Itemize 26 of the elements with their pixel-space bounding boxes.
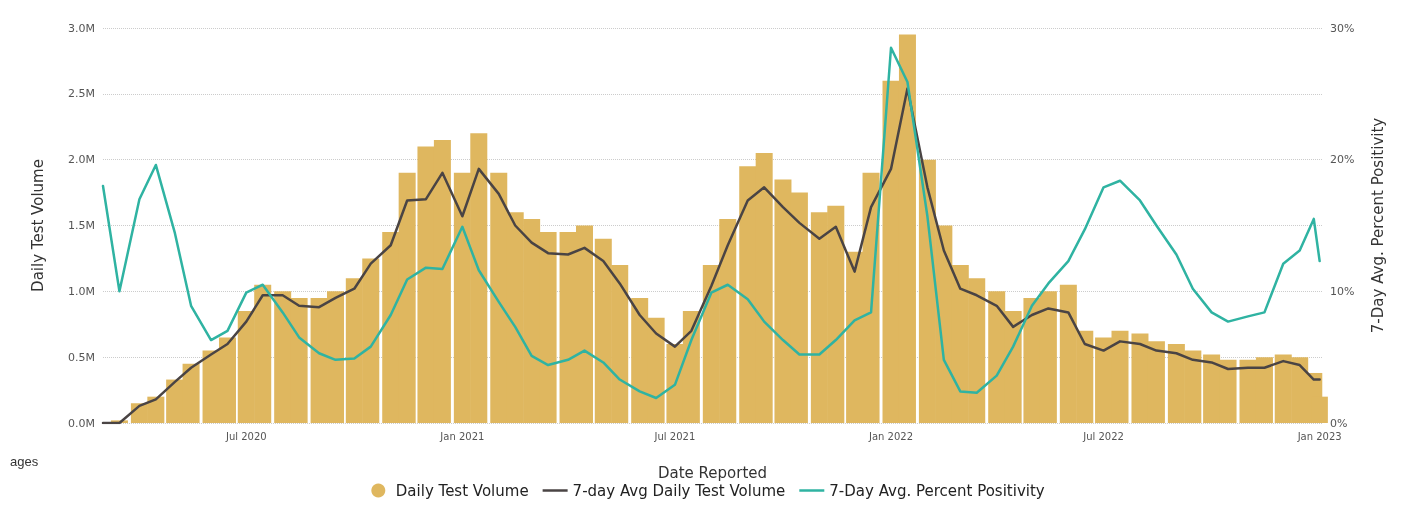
y-tick-label: 0.5M: [68, 350, 95, 364]
y2-axis-title: 7-Day Avg. Percent Positivity: [1368, 117, 1387, 334]
legend-label: 7-Day Avg. Percent Positivity: [829, 481, 1045, 500]
y2-tick-label: 30%: [1330, 21, 1355, 35]
y-tick-label: 3.0M: [68, 21, 95, 35]
line-series: [101, 46, 1321, 400]
y2-tick-label: 10%: [1330, 284, 1355, 298]
x-tick-label: Jan 2021: [439, 430, 485, 442]
y-tick-label: 1.5M: [68, 219, 95, 232]
x-tick-label: Jul 2020: [224, 430, 267, 442]
text: ages: [10, 454, 39, 469]
legend-label: 7-day Avg Daily Test Volume: [572, 481, 786, 500]
y2-tick-label: 0%: [1330, 416, 1348, 430]
y-tick-label: 2.5M: [68, 87, 95, 101]
y-tick-label: 1.0M: [68, 284, 95, 298]
line-series: [101, 87, 1321, 425]
x-tick-label: Jul 2021: [653, 430, 696, 442]
y-tick-label: 0.0M: [68, 416, 95, 430]
x-tick-label: Jul 2022: [1082, 430, 1124, 442]
y2-tick-label: 20%: [1330, 153, 1355, 167]
legend-label: Daily Test Volume: [395, 481, 529, 500]
x-tick-label: Jan 2022: [867, 430, 914, 442]
x-axis-title: Date Reported: [657, 463, 768, 482]
y-axis-title: Daily Test Volume: [28, 159, 47, 292]
y-tick-label: 2.0M: [68, 153, 95, 167]
x-tick-label: Jan 2023: [1296, 430, 1342, 442]
